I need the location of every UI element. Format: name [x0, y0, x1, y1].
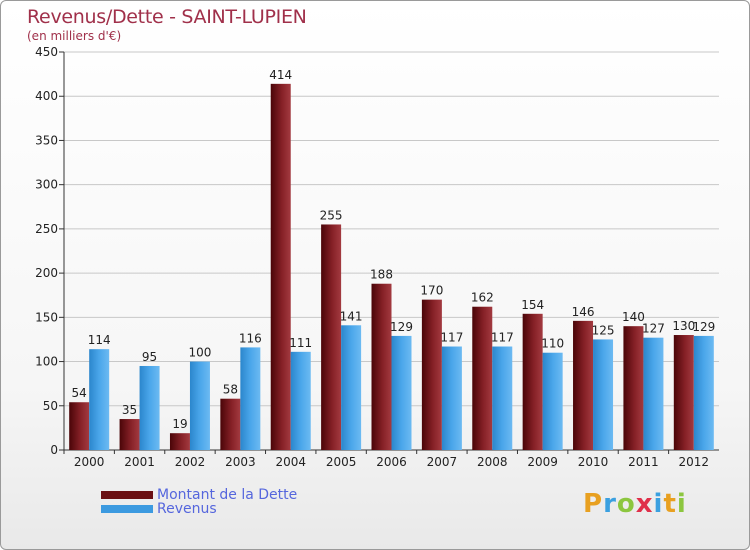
xtick-label-2007: 2007: [427, 455, 458, 469]
bar-dette-2008: [472, 306, 493, 450]
ytick-label-50: 50: [43, 399, 58, 413]
data-label-revenus-2007: 117: [440, 331, 463, 345]
data-label-revenus-2006: 129: [390, 320, 413, 334]
logo-letter: x: [635, 489, 654, 519]
data-label-dette-2005: 255: [320, 208, 343, 222]
data-label-dette-2011: 140: [622, 310, 645, 324]
bar-revenus-2006: [391, 335, 412, 450]
bar-revenus-2009: [542, 352, 563, 450]
chart-title: Revenus/Dette - SAINT-LUPIEN: [27, 6, 307, 28]
bar-dette-2003: [220, 398, 241, 450]
xtick-label-2003: 2003: [225, 455, 256, 469]
tick-labels: 0 50 100 150 200 250 300 350 400 450 2000 2001 2002 2…: [35, 45, 709, 469]
data-label-dette-2004: 414: [269, 68, 292, 82]
xtick-label-2002: 2002: [175, 455, 206, 469]
bar-revenus-2003: [240, 347, 261, 450]
bar-revenus-2000: [89, 349, 110, 450]
xtick-label-2001: 2001: [124, 455, 155, 469]
xtick-label-2005: 2005: [326, 455, 357, 469]
bar-revenus-2010: [593, 339, 614, 450]
data-label-dette-2007: 170: [420, 284, 443, 298]
logo-letter: i: [676, 489, 687, 519]
xtick-label-2010: 2010: [578, 455, 609, 469]
bar-revenus-2001: [139, 365, 160, 450]
data-label-revenus-2009: 110: [541, 337, 564, 351]
data-label-dette-2000: 54: [72, 386, 87, 400]
legend-item-dette: Montant de la Dette: [101, 488, 297, 502]
bars: [69, 83, 714, 450]
logo-letter: r: [603, 489, 617, 519]
data-label-revenus-2000: 114: [88, 333, 111, 347]
xtick-label-2011: 2011: [628, 455, 659, 469]
bar-revenus-2011: [643, 337, 664, 450]
data-label-dette-2006: 188: [370, 268, 393, 282]
ytick-label-150: 150: [35, 310, 58, 324]
bar-dette-2005: [321, 224, 342, 450]
bar-dette-2006: [371, 283, 392, 450]
bar-dette-2010: [573, 320, 594, 450]
data-label-revenus-2011: 127: [642, 322, 665, 336]
bar-dette-2007: [421, 299, 442, 450]
bar-revenus-2002: [189, 361, 210, 450]
xtick-label-2004: 2004: [275, 455, 306, 469]
data-label-dette-2002: 19: [172, 417, 187, 431]
bar-revenus-2004: [290, 351, 311, 450]
xtick-label-2008: 2008: [477, 455, 508, 469]
ytick-label-250: 250: [35, 222, 58, 236]
bar-revenus-2005: [341, 325, 362, 450]
ytick-label-200: 200: [35, 266, 58, 280]
xtick-label-2012: 2012: [679, 455, 710, 469]
bar-dette-2002: [169, 433, 190, 450]
logo-letter: t: [663, 489, 677, 519]
data-labels: 54 114 35 95 19 100 58 116 414 111 255 141 188 129 170…: [72, 68, 716, 431]
bar-dette-2009: [522, 313, 543, 450]
data-label-revenus-2005: 141: [340, 309, 363, 323]
data-label-dette-2010: 146: [572, 305, 595, 319]
logo-letter: P: [583, 489, 604, 519]
ytick-label-400: 400: [35, 89, 58, 103]
legend-item-revenus: Revenus: [101, 502, 217, 516]
legend-label-revenus: Revenus: [157, 501, 217, 517]
bar-dette-2004: [270, 83, 291, 450]
bar-dette-2011: [623, 326, 644, 450]
logo-letter: o: [616, 489, 636, 519]
legend-swatch-dette: [101, 491, 153, 499]
data-label-revenus-2001: 95: [142, 350, 157, 364]
ytick-label-450: 450: [35, 45, 58, 59]
gridlines: [64, 51, 719, 407]
data-label-dette-2009: 154: [521, 298, 544, 312]
bar-revenus-2007: [441, 346, 462, 450]
legend-swatch-revenus: [101, 505, 153, 513]
legend-label-dette: Montant de la Dette: [157, 487, 298, 503]
xtick-label-2000: 2000: [74, 455, 105, 469]
data-label-dette-2012: 130: [672, 319, 695, 333]
data-label-revenus-2012: 129: [692, 320, 715, 334]
data-label-dette-2001: 35: [122, 403, 137, 417]
bar-dette-2001: [119, 419, 140, 450]
bar-dette-2012: [673, 335, 694, 450]
data-label-revenus-2008: 117: [491, 331, 514, 345]
data-label-revenus-2004: 111: [289, 336, 312, 350]
ytick-label-300: 300: [35, 178, 58, 192]
bar-revenus-2008: [492, 346, 513, 450]
bar-revenus-2012: [693, 335, 714, 450]
xtick-label-2006: 2006: [376, 455, 407, 469]
data-label-dette-2008: 162: [471, 291, 494, 305]
chart-subtitle: (en milliers d'€): [27, 29, 122, 43]
bar-dette-2000: [69, 402, 90, 450]
ytick-label-350: 350: [35, 133, 58, 147]
proxiti-logo: Proxiti: [583, 489, 687, 519]
data-label-revenus-2003: 116: [239, 331, 262, 345]
xtick-label-2009: 2009: [527, 455, 558, 469]
data-label-dette-2003: 58: [223, 383, 238, 397]
data-label-revenus-2010: 125: [592, 323, 615, 337]
ytick-label-100: 100: [35, 355, 58, 369]
logo-letter: i: [653, 489, 664, 519]
ytick-label-0: 0: [50, 443, 58, 457]
data-label-revenus-2002: 100: [189, 346, 212, 360]
